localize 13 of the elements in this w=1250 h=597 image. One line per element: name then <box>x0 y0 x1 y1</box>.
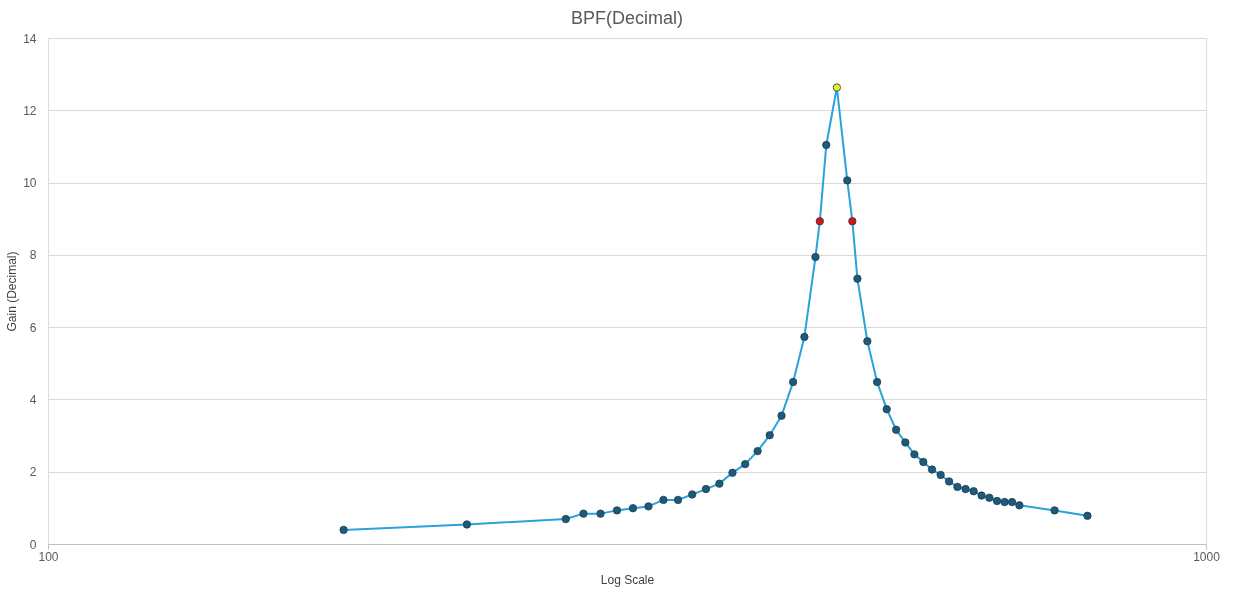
y-tick-label: 8 <box>29 248 37 263</box>
y-tick-label: 0 <box>29 537 37 552</box>
y-tick-label: 12 <box>23 103 37 118</box>
y-tick-label: 2 <box>29 465 37 480</box>
x-axis-title: Log Scale <box>600 572 655 587</box>
y-axis-title: Gain (Decimal) <box>5 251 20 332</box>
chart-title: BPF(Decimal) <box>570 8 684 28</box>
y-tick-label: 14 <box>23 31 37 46</box>
x-tick-label: 1000 <box>1193 549 1221 564</box>
x-tick-label: 100 <box>38 549 59 564</box>
y-tick-label: 4 <box>29 392 37 407</box>
y-tick-label: 10 <box>23 176 37 191</box>
y-tick-label: 6 <box>29 320 37 335</box>
